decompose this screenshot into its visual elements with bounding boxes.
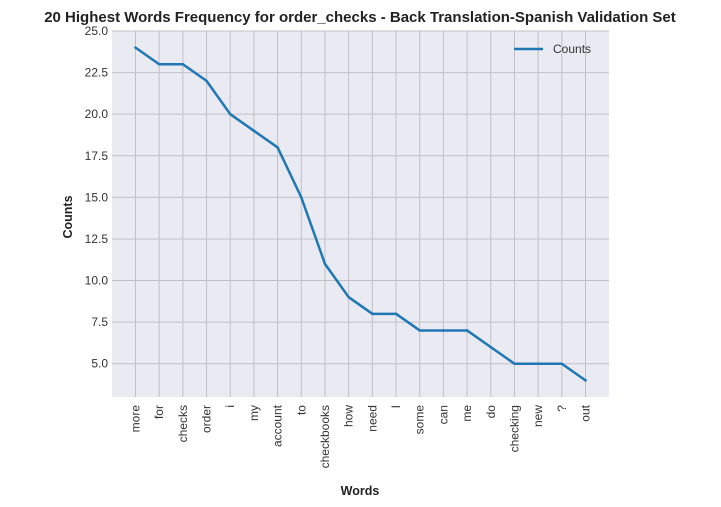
chart-title: 20 Highest Words Frequency for order_che… [44,9,676,26]
data-point [513,362,516,365]
data-point [300,196,303,199]
y-tick-label: 12.5 [85,232,109,246]
data-point [252,129,256,133]
data-point [536,362,540,365]
x-tick-label: some [413,405,427,435]
x-tick-label: I [389,405,403,408]
data-point [134,46,137,49]
x-tick-label: how [342,405,356,427]
legend-label: Counts [553,42,591,56]
x-tick-label: for [152,405,166,419]
x-tick-label: new [531,405,545,427]
data-point [157,63,161,66]
data-point [418,329,421,332]
y-tick-label: 20.0 [85,107,109,121]
data-point [584,379,587,382]
data-point [489,345,493,349]
x-tick-label: need [365,405,379,432]
x-tick-label: my [247,405,261,421]
x-axis-label: Words [341,484,380,498]
x-tick-label: me [460,405,474,422]
data-point [323,262,327,266]
x-tick-label: can [436,405,450,424]
legend: Counts [514,42,591,56]
y-tick-label: 15.0 [85,190,109,204]
data-point [205,79,208,83]
x-tick-label: more [129,405,143,433]
y-tick-label: 22.5 [85,66,109,80]
data-point [394,312,398,316]
y-tick-label: 10.0 [85,274,109,288]
x-tick-label: ? [555,405,569,412]
x-tick-label: do [484,405,498,419]
data-point [442,329,445,332]
y-tick-label: 25.0 [85,24,109,38]
y-axis-ticks: 5.0 7.5 10.0 12.5 15.0 17.5 20.0 22.5 25.0 [85,24,109,371]
data-point [371,312,374,316]
data-point [347,295,350,299]
data-point [228,112,232,116]
data-point [276,146,279,149]
y-tick-label: 5.0 [91,357,108,371]
x-tick-label: checking [507,405,521,452]
x-tick-label: to [294,405,308,415]
series-layer [134,46,587,382]
grid-lines [112,30,609,397]
x-tick-label: i [223,405,237,408]
data-point [181,63,185,66]
x-tick-label: checkbooks [318,405,332,468]
data-point [560,362,564,365]
x-tick-label: checks [176,405,190,442]
x-tick-label: account [271,404,285,447]
data-point [465,329,469,332]
x-tick-label: order [200,405,214,433]
plot-area [112,31,609,397]
y-tick-label: 17.5 [85,149,109,163]
series-line-counts [134,46,587,382]
x-axis-ticks: more for checks order i my account to checkbooks… [129,404,593,468]
x-tick-label: out [579,404,593,421]
y-tick-label: 7.5 [91,315,108,329]
y-axis-label: Counts [61,195,75,238]
